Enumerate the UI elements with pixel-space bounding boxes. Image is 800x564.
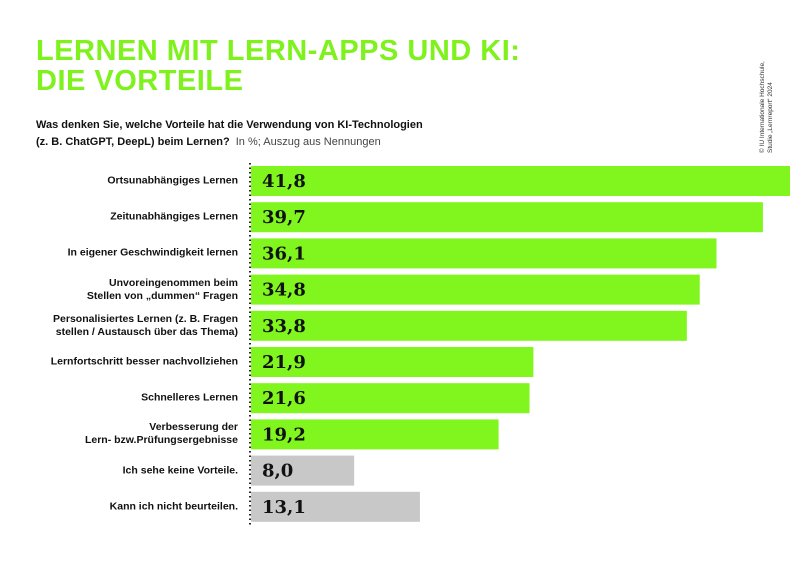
question: Was denken Sie, welche Vorteile hat die … (36, 119, 423, 131)
category-label: In eigener Geschwindigkeit lernen (67, 246, 238, 259)
category-label: Verbesserung der Lern- bzw.Prüfungsergeb… (84, 421, 238, 447)
value-label: 13,1 (262, 497, 306, 518)
category-label: Personalisiertes Lernen (z. B. Fragen st… (53, 312, 238, 338)
value-label: 34,8 (262, 280, 306, 301)
note: In %; Auszug aus Nennungen (235, 136, 381, 148)
category-label: Lernfortschritt besser nachvollziehen (50, 355, 238, 368)
chart-title: LERNEN MIT LERN-APPS UND KI: (36, 35, 521, 67)
category-label: Unvoreingenommen beim Stellen von „dumme… (86, 276, 238, 302)
bar (251, 455, 355, 486)
bar (251, 166, 790, 196)
value-label: 21,6 (262, 388, 306, 409)
value-label: 21,9 (262, 352, 306, 373)
value-label: 39,7 (262, 207, 306, 228)
value-label: 19,2 (262, 424, 306, 445)
category-label: Schnelleres Lernen (141, 391, 238, 404)
bar (251, 238, 717, 269)
value-label: 33,8 (262, 316, 306, 337)
chart-title: DIE VORTEILE (36, 65, 244, 97)
category-label: Ortsunabhängiges Lernen (107, 174, 238, 187)
question-line: Was denken Sie, welche Vorteile hat die … (36, 119, 423, 131)
value-label: 8,0 (262, 461, 293, 482)
question-line: (z. B. ChatGPT, DeepL) beim Lernen? (36, 136, 230, 148)
bar (251, 383, 530, 414)
bar (251, 310, 687, 341)
bar (251, 202, 763, 233)
category-label: Zeitunabhängiges Lernen (110, 210, 238, 223)
bar (251, 347, 534, 377)
category-label: Kann ich nicht beurteilen. (109, 500, 238, 513)
value-label: 36,1 (262, 243, 306, 264)
question: (z. B. ChatGPT, DeepL) beim Lernen? In %;… (36, 136, 381, 148)
bar (251, 274, 700, 305)
bar (251, 491, 420, 522)
bar (251, 419, 499, 450)
value-label: 41,8 (262, 171, 306, 192)
category-label: Ich sehe keine Vorteile. (122, 464, 238, 477)
